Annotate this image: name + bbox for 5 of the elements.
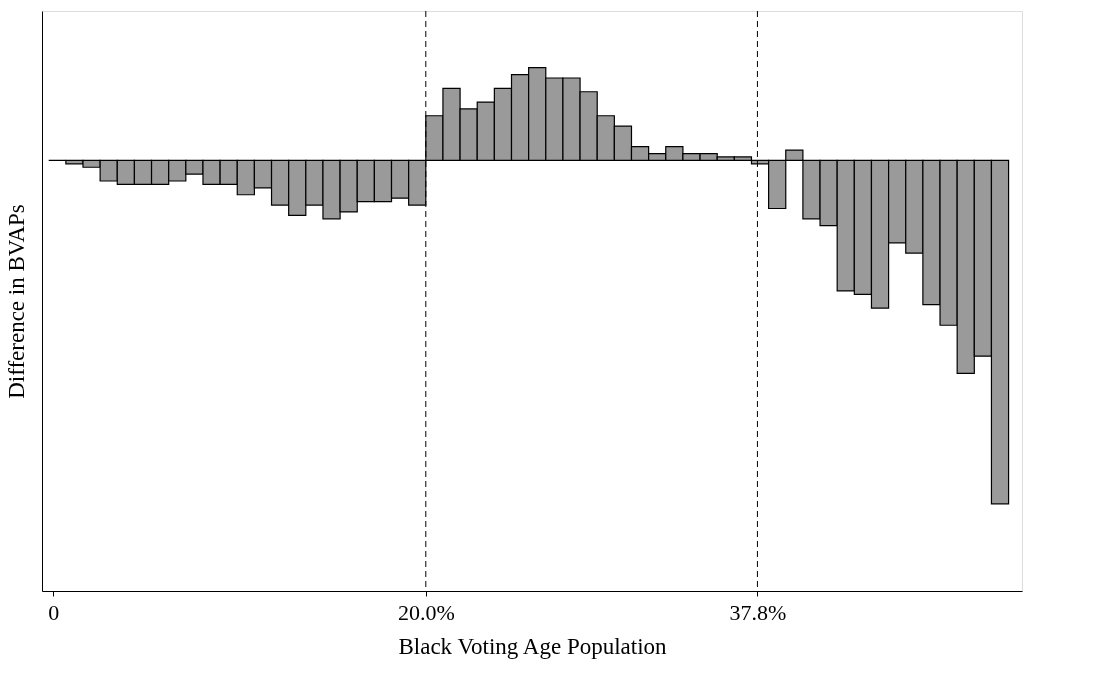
x-axis-title: Black Voting Age Population bbox=[398, 633, 668, 659]
x-tick-label: 0 bbox=[48, 599, 60, 625]
y-axis-title: Difference in BVAPs bbox=[3, 204, 29, 399]
x-tick-label: 20.0% bbox=[397, 599, 455, 625]
x-tick-label: 37.8% bbox=[729, 599, 787, 625]
